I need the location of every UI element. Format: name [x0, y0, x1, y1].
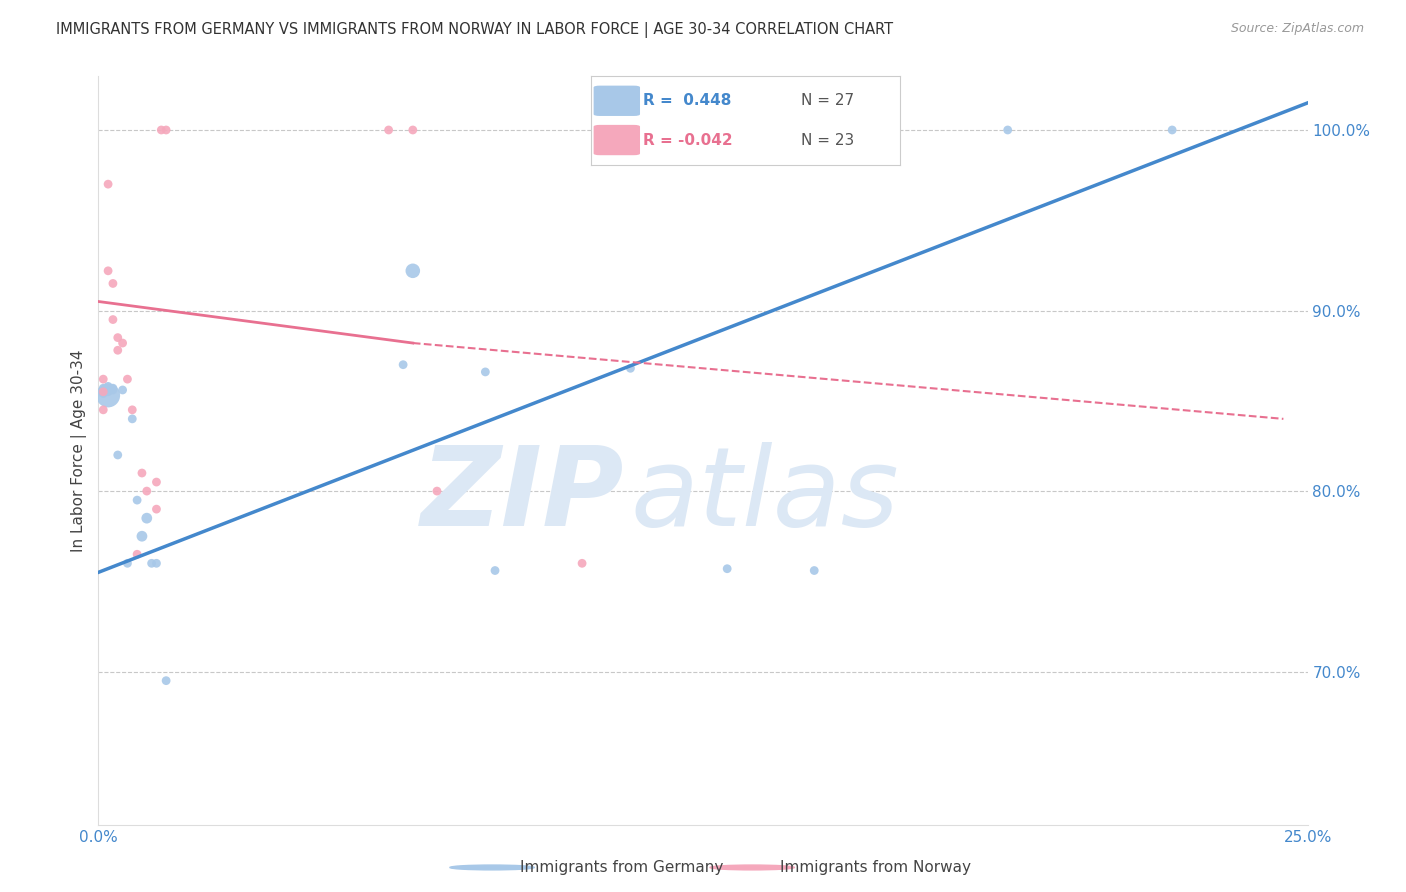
Text: N = 23: N = 23: [801, 133, 853, 147]
Point: [111, 383, 134, 397]
Point: [101, 383, 124, 397]
Point: [484, 564, 506, 578]
Text: IMMIGRANTS FROM GERMANY VS IMMIGRANTS FROM NORWAY IN LABOR FORCE | AGE 30-34 COR: IMMIGRANTS FROM GERMANY VS IMMIGRANTS FR…: [56, 22, 893, 38]
Point: [145, 475, 167, 489]
Point: [716, 562, 738, 576]
Point: [97, 379, 120, 393]
Point: [377, 123, 399, 137]
Point: [107, 448, 129, 462]
Point: [111, 336, 134, 351]
Point: [127, 493, 149, 508]
Point: [145, 557, 167, 571]
Point: [101, 277, 124, 291]
Point: [619, 361, 641, 376]
Point: [402, 264, 425, 278]
Point: [97, 264, 120, 278]
Point: [97, 384, 120, 399]
FancyBboxPatch shape: [593, 86, 640, 116]
Point: [135, 484, 157, 499]
Circle shape: [710, 865, 794, 870]
Point: [150, 123, 173, 137]
Text: Immigrants from Germany: Immigrants from Germany: [520, 860, 724, 875]
Point: [803, 564, 825, 578]
Point: [121, 402, 143, 417]
Point: [155, 673, 177, 688]
Point: [131, 466, 153, 480]
Text: R =  0.448: R = 0.448: [643, 94, 731, 108]
Text: Source: ZipAtlas.com: Source: ZipAtlas.com: [1230, 22, 1364, 36]
Point: [117, 557, 139, 571]
Y-axis label: In Labor Force | Age 30-34: In Labor Force | Age 30-34: [72, 349, 87, 552]
Point: [121, 412, 143, 426]
Point: [101, 312, 124, 326]
Point: [127, 547, 149, 561]
Text: atlas: atlas: [630, 442, 898, 549]
Point: [107, 330, 129, 344]
Point: [91, 381, 114, 395]
Point: [145, 502, 167, 516]
Point: [97, 177, 120, 191]
Point: [1161, 123, 1184, 137]
Point: [91, 402, 114, 417]
Point: [97, 388, 120, 402]
Point: [997, 123, 1019, 137]
Point: [392, 358, 415, 372]
Point: [117, 372, 139, 386]
Point: [155, 123, 177, 137]
Point: [571, 557, 593, 571]
FancyBboxPatch shape: [593, 125, 640, 155]
Text: ZIP: ZIP: [420, 442, 624, 549]
Point: [131, 529, 153, 543]
Point: [402, 123, 425, 137]
Circle shape: [450, 865, 534, 870]
Text: Immigrants from Norway: Immigrants from Norway: [780, 860, 972, 875]
Text: R = -0.042: R = -0.042: [643, 133, 733, 147]
Point: [91, 384, 114, 399]
Point: [141, 557, 163, 571]
Point: [91, 386, 114, 401]
Point: [107, 343, 129, 358]
Point: [870, 123, 893, 137]
Point: [91, 372, 114, 386]
Point: [474, 365, 496, 379]
Text: N = 27: N = 27: [801, 94, 853, 108]
Point: [426, 484, 449, 499]
Point: [135, 511, 157, 525]
Point: [101, 381, 124, 395]
